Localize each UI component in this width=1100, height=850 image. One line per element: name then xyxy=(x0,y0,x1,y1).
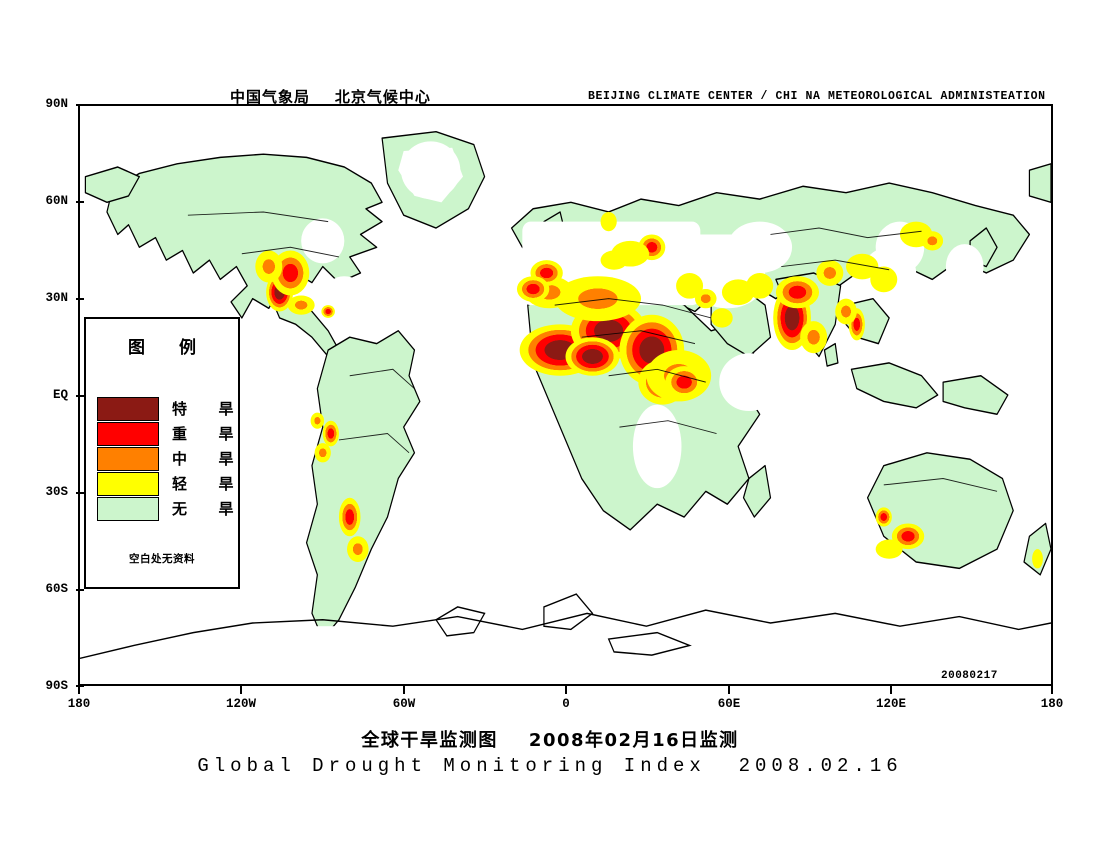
legend-swatch-moderate xyxy=(97,446,159,471)
y-tick-30S xyxy=(76,492,84,494)
y-tick-30N xyxy=(76,298,84,300)
y-tick-60N xyxy=(76,201,84,203)
x-tick-120W xyxy=(240,686,242,694)
legend-label-moderate: 中 旱 xyxy=(172,450,241,468)
y-label-6: 90S xyxy=(45,679,68,693)
map-title-english: Global Drought Monitoring Index 2008.02.… xyxy=(197,755,903,777)
x-tick-180W xyxy=(78,686,80,694)
x-tick-60W xyxy=(403,686,405,694)
x-tick-0 xyxy=(565,686,567,694)
x-tick-180E xyxy=(1051,686,1053,694)
legend-item-severe: 重 旱 xyxy=(97,421,240,446)
y-label-5: 60S xyxy=(45,582,68,596)
x-tick-120E xyxy=(890,686,892,694)
y-label-4: 30S xyxy=(45,485,68,499)
legend-box: 图 例 特 旱 重 旱 中 旱 轻 旱 无 旱 空 xyxy=(84,317,240,589)
map-title-chinese: 全球干旱监测图 2008年02月16日监测 xyxy=(361,730,739,751)
x-label-2: 60W xyxy=(392,697,416,711)
legend-swatch-severe xyxy=(97,421,159,446)
x-label-1: 120W xyxy=(225,697,256,711)
legend-swatch-extreme xyxy=(97,396,159,421)
x-tick-60E xyxy=(728,686,730,694)
legend-item-light: 轻 旱 xyxy=(97,471,240,496)
y-tick-90S xyxy=(76,685,84,687)
x-label-5: 120E xyxy=(875,697,906,711)
y-label-0: 90N xyxy=(45,97,68,111)
legend-item-extreme: 特 旱 xyxy=(97,396,240,421)
x-label-0: 180 xyxy=(67,697,91,711)
production-datestamp: 20080217 xyxy=(941,670,998,682)
y-label-1: 60N xyxy=(45,194,68,208)
y-tick-90N xyxy=(76,104,84,106)
legend-label-light: 轻 旱 xyxy=(172,475,241,493)
legend-swatch-none xyxy=(97,496,159,521)
x-label-3: 0 xyxy=(562,697,570,711)
y-tick-EQ xyxy=(76,395,84,397)
legend-item-moderate: 中 旱 xyxy=(97,446,240,471)
world-drought-map xyxy=(80,106,1051,684)
agency-header-english: BEIJING CLIMATE CENTER / CHI NA METEOROL… xyxy=(588,90,1046,103)
legend-label-none: 无 旱 xyxy=(172,500,241,518)
legend-note: 空白处无资料 xyxy=(129,553,195,565)
y-label-3: EQ xyxy=(52,388,68,402)
legend-swatch-light xyxy=(97,471,159,496)
y-tick-60S xyxy=(76,589,84,591)
x-label-6: 180 xyxy=(1040,697,1064,711)
agency-header-chinese: 中国气象局 北京气候中心 xyxy=(230,88,431,106)
legend-items: 特 旱 重 旱 中 旱 轻 旱 无 旱 xyxy=(97,396,240,521)
y-label-2: 30N xyxy=(45,291,68,305)
x-label-4: 60E xyxy=(717,697,741,711)
legend-item-none: 无 旱 xyxy=(97,496,240,521)
legend-label-severe: 重 旱 xyxy=(172,425,241,443)
map-frame xyxy=(78,104,1053,686)
legend-title: 图 例 xyxy=(128,338,210,358)
legend-label-extreme: 特 旱 xyxy=(172,400,241,418)
